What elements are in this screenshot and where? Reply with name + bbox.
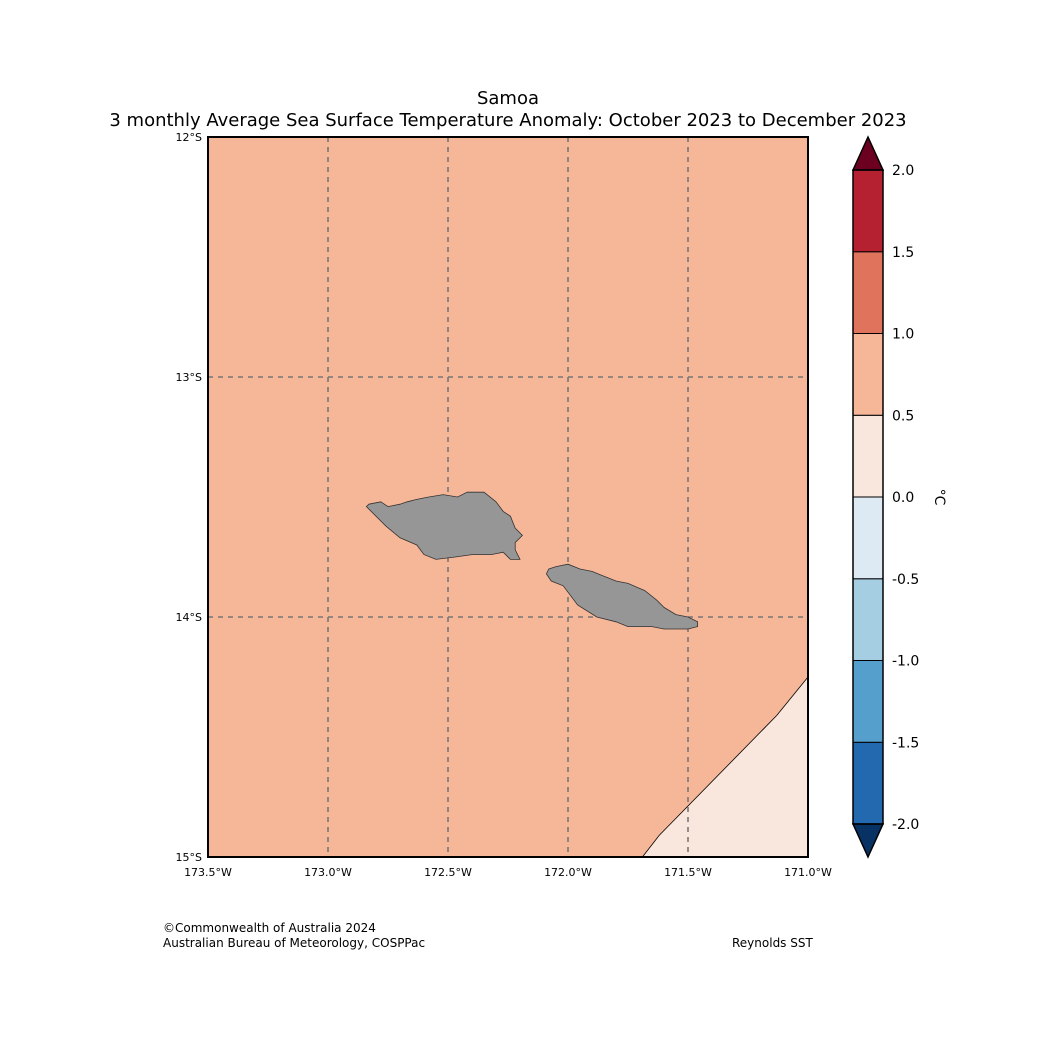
longitude-tick-label: 173.5°W: [184, 866, 232, 879]
colorbar-bin: [852, 578, 884, 661]
island-landmass: [545, 563, 698, 630]
colorbar-over-arrow: [851, 135, 885, 171]
colorbar-tick-label: -0.5: [892, 572, 919, 588]
anomaly-background: [208, 137, 808, 857]
map-layer: 173.5°W 173.0°W 172.5°W 172.0°W 171.5°W 171.0…: [176, 131, 833, 879]
colorbar-bin: [852, 660, 884, 743]
colorbar-bin: [852, 496, 884, 580]
longitude-tick-label: 171.0°W: [784, 866, 832, 879]
colorbar-bin: [852, 333, 884, 416]
latitude-tick-label: 14°S: [176, 611, 202, 624]
longitude-tick-label: 173.0°W: [304, 866, 352, 879]
dataset-text: Reynolds SST: [732, 936, 813, 950]
colorbar-tick-label: 0.5: [892, 408, 914, 424]
colorbar-unit-label: °C: [931, 489, 947, 506]
colorbar-under-arrow: [851, 823, 885, 859]
map-title: Samoa: [476, 88, 540, 109]
colorbar-frame: [852, 169, 884, 825]
map-frame: [207, 136, 809, 858]
longitude-tick-label: 172.0°W: [544, 866, 592, 879]
colorbar-tick-label: -1.5: [892, 735, 919, 751]
colorbar-tick-label: 0.0: [892, 490, 914, 506]
colorbar-bin: [852, 741, 884, 825]
latitude-tick-label: 13°S: [176, 371, 202, 384]
longitude-tick-label: 171.5°W: [664, 866, 712, 879]
colorbar-bin: [852, 169, 884, 253]
colorbar: 2.0 1.5 1.0 0.5 0.0 -0.5 -1.0 -1.5 -2.0 °C: [851, 135, 947, 859]
island-landmass: [365, 491, 523, 560]
colorbar-bin: [852, 251, 884, 334]
longitude-tick-label: 172.5°W: [424, 866, 472, 879]
agency-text: Australian Bureau of Meteorology, COSPPa…: [163, 936, 426, 950]
colorbar-tick-label: 2.0: [892, 163, 914, 179]
map-subtitle: 3 monthly Average Sea Surface Temperatur…: [109, 110, 907, 131]
colorbar-bin: [852, 414, 884, 498]
copyright-text: ©Commonwealth of Australia 2024: [163, 921, 376, 935]
latitude-tick-label: 12°S: [176, 131, 202, 144]
colorbar-tick-label: 1.5: [892, 245, 914, 261]
colorbar-tick-label: -1.0: [892, 654, 919, 670]
colorbar-tick-label: 1.0: [892, 327, 914, 343]
colorbar-tick-label: -2.0: [892, 817, 919, 833]
latitude-tick-label: 15°S: [176, 851, 202, 864]
